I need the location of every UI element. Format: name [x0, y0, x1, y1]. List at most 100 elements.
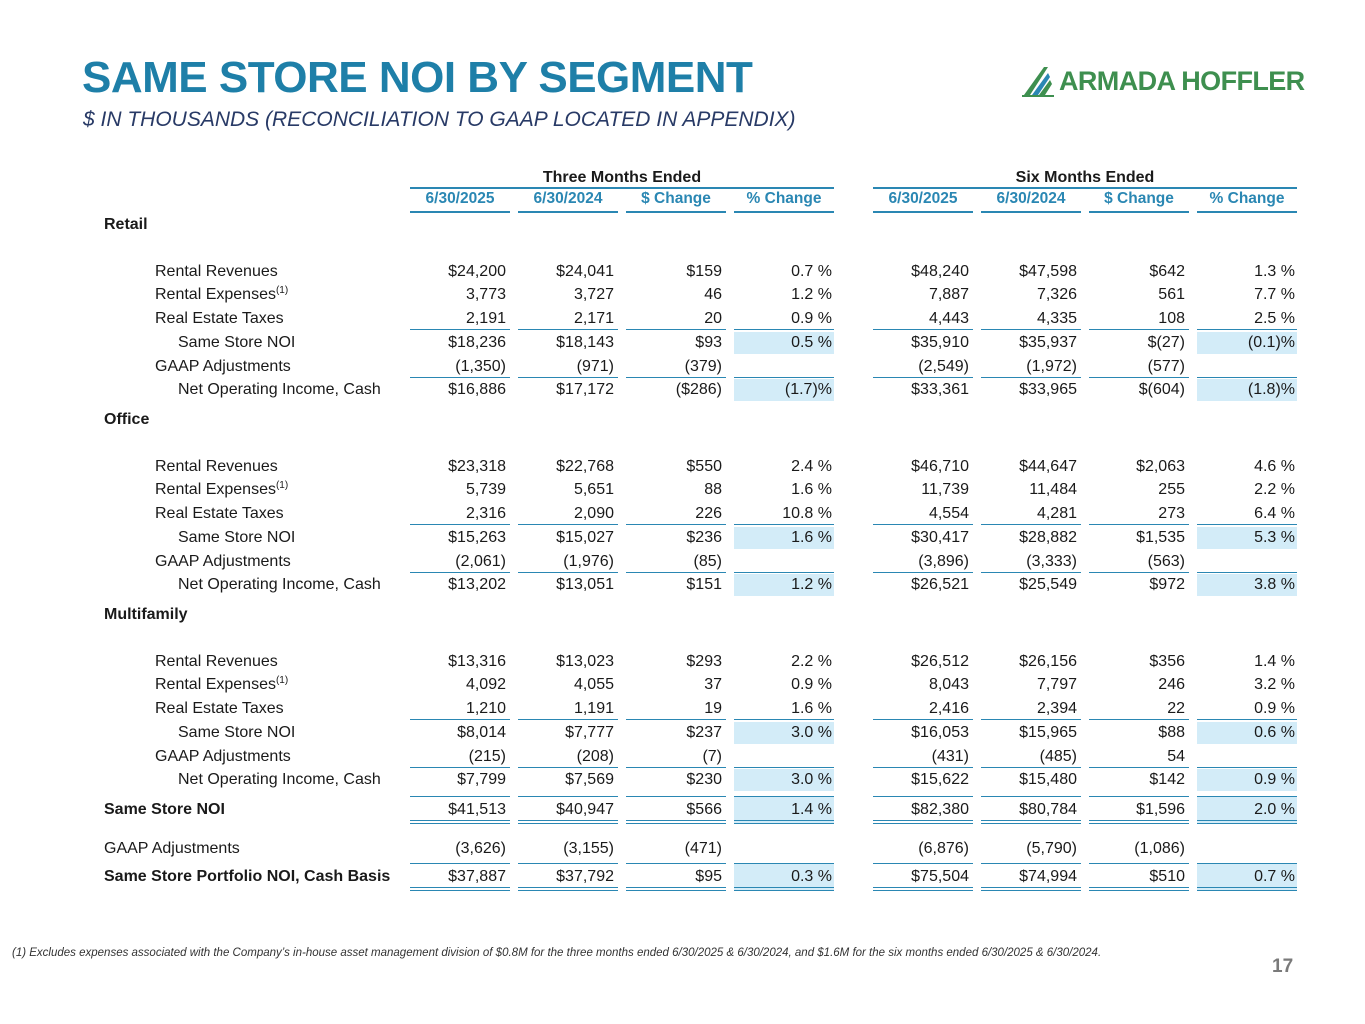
table-cell: (1.7)% [734, 379, 834, 401]
table-cell: 226 [626, 503, 726, 525]
total-cell: $510 [1089, 863, 1189, 891]
column-header-rule [734, 211, 834, 213]
logo-text: ARMADA HOFFLER [1059, 66, 1305, 96]
column-header: $ Change [1104, 190, 1174, 207]
table-cell: $16,053 [911, 724, 969, 741]
row-label-text: Rental Expenses [155, 481, 276, 498]
table-cell: $15,965 [1019, 724, 1077, 741]
table-cell: 22 [1089, 698, 1189, 720]
table-cell: 3.2 % [1254, 676, 1295, 693]
table-cell: (208) [518, 746, 618, 768]
table-cell: 2.2 % [791, 653, 832, 670]
table-cell: (1,976) [518, 551, 618, 573]
table-cell: $35,937 [1019, 334, 1077, 351]
total-cell: (1,086) [1134, 840, 1185, 857]
table-cell: $159 [686, 263, 722, 280]
column-header: $ Change [641, 190, 711, 207]
total-cell: (6,876) [918, 840, 969, 857]
row-label: Same Store NOI [178, 722, 295, 744]
table-cell: (379) [626, 356, 726, 378]
table-cell: $7,569 [565, 771, 614, 788]
table-cell [1197, 551, 1297, 573]
table-cell: $16,886 [448, 381, 506, 398]
row-label: Rental Revenues [155, 651, 278, 673]
table-cell: 5,739 [465, 481, 506, 498]
table-cell: 11,739 [921, 481, 969, 498]
row-label-text: Real Estate Taxes [155, 700, 284, 717]
column-header-rule [981, 211, 1081, 213]
table-cell: 19 [626, 698, 726, 720]
table-cell: 0.7 % [791, 263, 832, 280]
table-cell: $15,622 [911, 771, 969, 788]
table-cell: (85) [626, 551, 726, 573]
segment-heading: Retail [104, 216, 148, 233]
table-cell: 2.4 % [791, 458, 832, 475]
table-cell: $23,318 [448, 458, 506, 475]
row-label-text: GAAP Adjustments [155, 748, 291, 765]
table-cell: $88 [1158, 724, 1185, 741]
table-cell: 0.9 % [1197, 769, 1297, 791]
footnote: (1) Excludes expenses associated with th… [12, 947, 1102, 959]
row-label-text: GAAP Adjustments [155, 553, 291, 570]
table-cell: 4,055 [573, 676, 614, 693]
column-header-rule [518, 211, 618, 213]
table-cell: 37 [704, 676, 722, 693]
table-cell: 4,443 [873, 308, 973, 330]
footnote-reference: (1) [275, 675, 289, 686]
table-cell: 3.0 % [734, 722, 834, 744]
table-cell: $47,598 [1019, 263, 1077, 280]
table-cell: $142 [1149, 771, 1185, 788]
total-cell: $37,887 [410, 863, 510, 891]
table-cell: 2.5 % [1197, 308, 1297, 330]
page-title: SAME STORE NOI BY SEGMENT [82, 53, 753, 102]
table-cell: $46,710 [911, 458, 969, 475]
group-rule [873, 187, 1297, 189]
table-cell [734, 746, 834, 768]
table-cell: $1,535 [1136, 529, 1185, 546]
row-label: GAAP Adjustments [155, 746, 291, 768]
row-label: Real Estate Taxes [155, 308, 284, 330]
total-cell: $82,380 [873, 796, 973, 824]
row-label-text: Rental Expenses [155, 286, 276, 303]
page-number: 17 [1272, 956, 1294, 977]
row-label: Rental Expenses(1) [155, 674, 288, 696]
total-label: Same Store NOI [104, 801, 225, 818]
table-cell: 3,773 [465, 286, 506, 303]
table-cell: 2,394 [981, 698, 1081, 720]
row-label-text: Net Operating Income, Cash [178, 576, 381, 593]
table-cell: 2,090 [518, 503, 618, 525]
table-cell: (563) [1089, 551, 1189, 573]
table-cell: 3.0 % [734, 769, 834, 791]
row-label-text: Same Store NOI [178, 724, 296, 741]
total-label: GAAP Adjustments [104, 840, 240, 857]
row-label: Rental Expenses(1) [155, 479, 288, 501]
table-cell: (1.8)% [1197, 379, 1297, 401]
table-cell: $18,143 [556, 334, 614, 351]
table-cell: 6.4 % [1197, 503, 1297, 525]
table-cell: 0.5 % [734, 332, 834, 354]
table-cell: ($286) [675, 381, 722, 398]
table-cell: 0.9 % [734, 308, 834, 330]
table-cell: $642 [1149, 263, 1185, 280]
total-cell: $37,792 [518, 863, 618, 891]
table-cell: 3.8 % [1197, 574, 1297, 596]
table-cell: 1.6 % [734, 527, 834, 549]
row-label: Net Operating Income, Cash [178, 769, 381, 791]
armada-hoffler-logo-icon [1022, 67, 1054, 97]
table-cell: $151 [686, 576, 722, 593]
table-cell: 46 [704, 286, 722, 303]
row-label: Net Operating Income, Cash [178, 379, 381, 401]
table-cell: $293 [686, 653, 722, 670]
table-cell: (1,972) [981, 356, 1081, 378]
row-label-text: Same Store NOI [178, 529, 296, 546]
table-cell: 1.2 % [734, 574, 834, 596]
table-cell: 1,191 [518, 698, 618, 720]
row-label: GAAP Adjustments [155, 551, 291, 573]
row-label-text: Rental Revenues [155, 653, 278, 670]
total-label: Same Store Portfolio NOI, Cash Basis [104, 868, 391, 885]
table-cell: 88 [704, 481, 722, 498]
table-cell [1197, 356, 1297, 378]
table-cell: $15,027 [556, 529, 614, 546]
table-cell: 7,326 [1036, 286, 1077, 303]
table-cell: $237 [686, 724, 722, 741]
